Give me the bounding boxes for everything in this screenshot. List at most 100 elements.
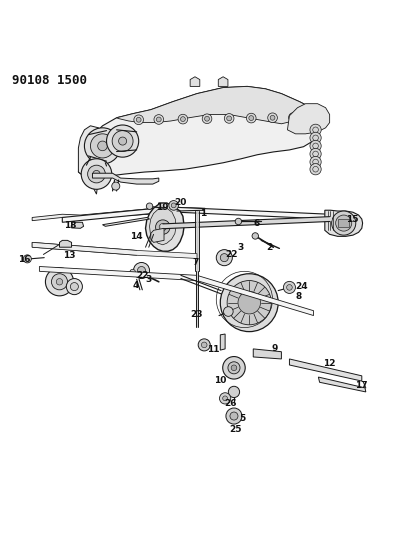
- Circle shape: [309, 164, 320, 175]
- Circle shape: [56, 279, 63, 285]
- Text: 13: 13: [63, 251, 75, 260]
- Polygon shape: [39, 266, 313, 316]
- Polygon shape: [116, 86, 313, 124]
- Polygon shape: [62, 207, 329, 222]
- Circle shape: [146, 203, 152, 209]
- Polygon shape: [190, 77, 199, 86]
- Circle shape: [331, 211, 355, 235]
- Circle shape: [220, 254, 228, 262]
- Circle shape: [290, 115, 295, 120]
- Polygon shape: [338, 219, 348, 227]
- Polygon shape: [59, 240, 71, 247]
- Circle shape: [248, 116, 253, 120]
- Circle shape: [228, 386, 239, 398]
- Circle shape: [227, 362, 239, 374]
- Circle shape: [45, 268, 73, 296]
- Polygon shape: [78, 126, 104, 194]
- Circle shape: [136, 117, 141, 122]
- Circle shape: [222, 396, 227, 401]
- Text: 12: 12: [322, 359, 335, 368]
- Circle shape: [84, 128, 120, 164]
- Text: 16: 16: [18, 255, 30, 264]
- Text: 5: 5: [239, 414, 245, 423]
- Circle shape: [223, 306, 233, 317]
- Circle shape: [309, 124, 320, 135]
- Text: 11: 11: [206, 345, 219, 354]
- Polygon shape: [253, 349, 281, 359]
- Circle shape: [154, 115, 163, 124]
- Text: 10: 10: [214, 376, 226, 385]
- Polygon shape: [220, 334, 225, 350]
- Circle shape: [118, 137, 126, 145]
- Text: 1: 1: [199, 208, 206, 217]
- Text: 15: 15: [345, 215, 358, 223]
- Text: 20: 20: [174, 198, 186, 207]
- Text: 22: 22: [136, 271, 148, 280]
- Text: 2: 2: [265, 243, 272, 252]
- Circle shape: [137, 266, 145, 274]
- Circle shape: [156, 117, 161, 122]
- Polygon shape: [32, 207, 205, 221]
- Text: 90108 1500: 90108 1500: [12, 74, 87, 87]
- Circle shape: [231, 365, 236, 370]
- Circle shape: [134, 115, 143, 125]
- Circle shape: [70, 282, 78, 290]
- Polygon shape: [32, 243, 136, 255]
- Circle shape: [219, 393, 230, 404]
- Circle shape: [178, 114, 187, 124]
- Circle shape: [87, 165, 105, 183]
- Circle shape: [81, 159, 111, 189]
- Polygon shape: [71, 222, 83, 228]
- Circle shape: [202, 114, 211, 124]
- Circle shape: [235, 218, 241, 225]
- Circle shape: [222, 357, 245, 379]
- Circle shape: [204, 116, 209, 121]
- Polygon shape: [150, 228, 164, 243]
- Text: 14: 14: [129, 232, 142, 241]
- Polygon shape: [289, 359, 361, 381]
- Circle shape: [168, 200, 178, 210]
- Circle shape: [251, 233, 258, 239]
- Circle shape: [93, 171, 100, 177]
- Polygon shape: [145, 203, 184, 251]
- Circle shape: [269, 115, 274, 120]
- Polygon shape: [92, 173, 158, 184]
- Text: 25: 25: [228, 425, 241, 434]
- Circle shape: [97, 141, 107, 151]
- Polygon shape: [32, 243, 196, 259]
- Polygon shape: [78, 86, 321, 178]
- Circle shape: [133, 262, 149, 279]
- Circle shape: [51, 274, 67, 290]
- Circle shape: [227, 280, 271, 325]
- Circle shape: [90, 134, 114, 158]
- Circle shape: [112, 131, 133, 151]
- Circle shape: [237, 292, 260, 314]
- Text: 7: 7: [192, 258, 198, 267]
- Circle shape: [309, 140, 320, 151]
- Circle shape: [224, 114, 233, 123]
- Text: 6: 6: [253, 219, 259, 228]
- Text: 19: 19: [155, 203, 168, 212]
- Circle shape: [130, 269, 135, 275]
- Text: 3: 3: [145, 275, 152, 284]
- Text: 4: 4: [132, 281, 138, 290]
- Circle shape: [23, 255, 31, 263]
- Polygon shape: [149, 207, 176, 245]
- Circle shape: [106, 125, 138, 157]
- Polygon shape: [287, 104, 329, 134]
- Circle shape: [267, 113, 277, 123]
- Text: 24: 24: [294, 282, 307, 291]
- Circle shape: [225, 408, 241, 424]
- Circle shape: [216, 249, 232, 265]
- Circle shape: [335, 215, 351, 231]
- Circle shape: [201, 342, 207, 348]
- Circle shape: [111, 182, 119, 190]
- Circle shape: [180, 117, 185, 122]
- Circle shape: [309, 132, 320, 143]
- Circle shape: [198, 339, 210, 351]
- Circle shape: [283, 281, 295, 294]
- Circle shape: [286, 285, 292, 290]
- Text: 22: 22: [225, 250, 238, 259]
- Circle shape: [309, 148, 320, 159]
- Circle shape: [159, 223, 166, 231]
